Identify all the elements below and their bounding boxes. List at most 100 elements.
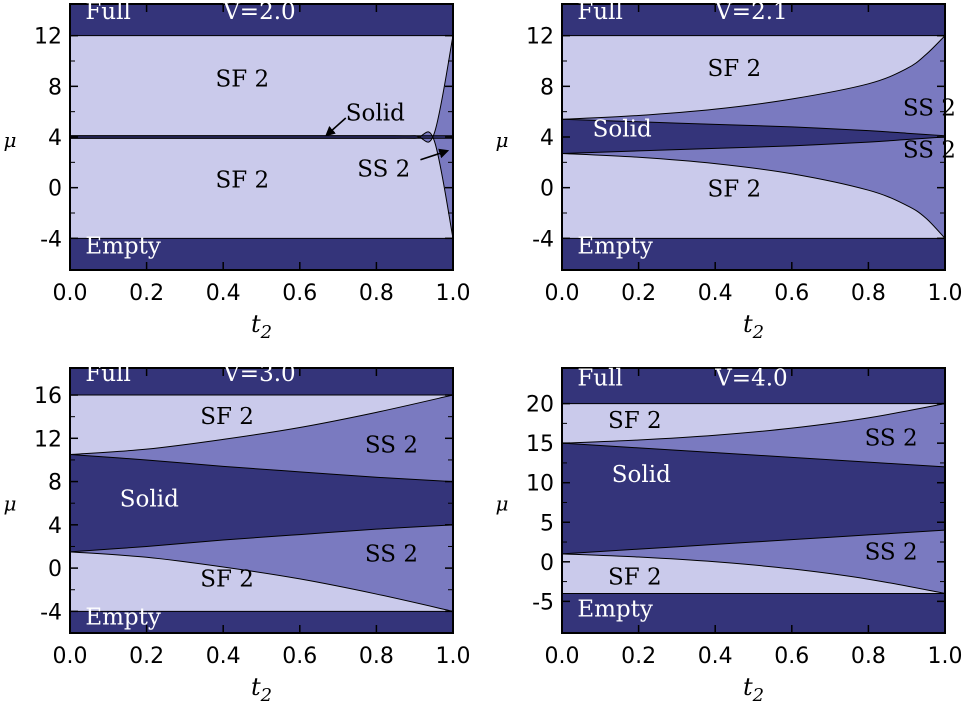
x-axis-label: t2 xyxy=(251,673,272,702)
solid-region-label: Solid xyxy=(346,101,405,127)
phase-panel: 0.0 0.2 0.4 0.6 0.8 1.0 -4 0 4 8 12 t2 μ Full Empty SF … xyxy=(4,0,471,343)
y-axis-label: μ xyxy=(496,128,509,152)
superfluid-lower-label: SF 2 xyxy=(608,565,662,591)
superfluid-upper-label: SF 2 xyxy=(608,408,662,434)
solid-annotation-arrow xyxy=(325,117,347,137)
region-supersolid-lower xyxy=(562,530,945,594)
x-tick-label: 1.0 xyxy=(928,644,963,669)
x-tick-label: 0.4 xyxy=(698,644,733,669)
phase-boundary-line xyxy=(562,553,945,594)
supersolid-annotation-arrow xyxy=(420,148,450,161)
x-axis-label: t2 xyxy=(743,310,764,343)
superfluid-upper-label: SF 2 xyxy=(200,404,254,430)
y-tick-label: -5 xyxy=(532,590,554,615)
region-solid xyxy=(562,443,945,554)
x-tick-label: 0.2 xyxy=(621,644,656,669)
x-tick-label: 0.0 xyxy=(53,644,88,669)
panel-title: V=4.0 xyxy=(714,365,787,391)
region-supersolid-lower xyxy=(562,137,945,239)
plot-area xyxy=(70,368,453,633)
x-tick-label: 1.0 xyxy=(436,281,471,306)
y-tick-label: 12 xyxy=(34,427,62,452)
full-region-label: Full xyxy=(85,0,130,25)
x-tick-label: 0.6 xyxy=(282,644,317,669)
superfluid-lower-label: SF 2 xyxy=(708,177,762,203)
superfluid-upper-label: SF 2 xyxy=(216,66,270,92)
phase-panel: 0.0 0.2 0.4 0.6 0.8 1.0 -5 0 5 10 15 20 t2 μ Full Empty… xyxy=(496,365,963,702)
region-solid xyxy=(70,454,453,552)
axes-frame xyxy=(561,367,946,634)
y-tick-label: -4 xyxy=(532,227,554,252)
phase-boundary-line xyxy=(562,442,945,468)
y-tick-label: 20 xyxy=(526,393,554,418)
y-tick-label: 12 xyxy=(34,25,62,50)
x-tick-label: 0.6 xyxy=(774,281,809,306)
region-supersolid-upper xyxy=(562,403,945,467)
phase-boundary-line xyxy=(562,152,945,239)
x-tick-label: 0.8 xyxy=(851,644,886,669)
phase-boundary-line xyxy=(562,529,945,555)
x-axis-label: t2 xyxy=(251,310,272,343)
solid-region-label: Solid xyxy=(612,462,671,488)
x-tick-label: 1.0 xyxy=(928,281,963,306)
x-tick-label: 0.6 xyxy=(774,644,809,669)
y-tick-label: 0 xyxy=(48,557,62,582)
phase-boundary-line xyxy=(562,403,945,444)
panel-title: V=2.1 xyxy=(714,0,787,25)
x-tick-label: 0.2 xyxy=(129,644,164,669)
y-tick-label: 0 xyxy=(48,177,62,202)
x-tick-label: 1.0 xyxy=(436,644,471,669)
superfluid-upper-label: SF 2 xyxy=(708,56,762,82)
superfluid-lower-label: SF 2 xyxy=(216,168,270,194)
supersolid-lower-label: SS 2 xyxy=(865,539,918,565)
plot-area xyxy=(562,4,945,270)
empty-region-label: Empty xyxy=(577,596,653,622)
panel-title: V=3.0 xyxy=(222,361,295,387)
x-tick-label: 0.8 xyxy=(851,281,886,306)
x-tick-label: 0.2 xyxy=(129,281,164,306)
plot-area xyxy=(562,368,945,633)
y-tick-label: 8 xyxy=(48,75,62,100)
y-tick-label: 15 xyxy=(526,432,554,457)
x-tick-label: 0.4 xyxy=(206,281,241,306)
phase-boundary-line xyxy=(562,35,945,120)
region-supersolid-upper xyxy=(562,35,945,136)
empty-region-label: Empty xyxy=(577,234,653,260)
supersolid-upper-label: SS 2 xyxy=(865,426,918,452)
phase-boundary-line xyxy=(70,524,453,553)
x-tick-label: 0.6 xyxy=(282,281,317,306)
full-region-label: Full xyxy=(85,361,130,387)
y-tick-label: 0 xyxy=(540,177,554,202)
x-tick-label: 0.0 xyxy=(545,281,580,306)
y-tick-label: -4 xyxy=(40,227,62,252)
x-tick-label: 0.0 xyxy=(545,644,580,669)
y-tick-label: -4 xyxy=(40,600,62,625)
y-axis-label: μ xyxy=(4,492,17,516)
x-tick-label: 0.8 xyxy=(359,281,394,306)
region-solid xyxy=(70,135,453,139)
supersolid-lower-label: SS 2 xyxy=(365,542,418,568)
phase-boundary-line xyxy=(70,131,453,239)
empty-region-label: Empty xyxy=(85,604,161,630)
y-tick-label: 4 xyxy=(48,126,62,151)
phase-boundary-line xyxy=(70,551,453,612)
x-tick-label: 0.0 xyxy=(53,281,88,306)
plot-area xyxy=(70,4,453,270)
y-tick-label: 12 xyxy=(526,25,554,50)
full-region-label: Full xyxy=(577,0,622,25)
y-tick-label: 8 xyxy=(540,75,554,100)
y-tick-label: 5 xyxy=(540,511,554,536)
x-tick-label: 0.4 xyxy=(698,281,733,306)
empty-region-label: Empty xyxy=(85,234,161,260)
y-axis-label: μ xyxy=(496,492,509,516)
supersolid-upper-label: SS 2 xyxy=(903,95,956,121)
panel-title: V=2.0 xyxy=(222,0,295,25)
y-tick-label: 16 xyxy=(34,384,62,409)
y-tick-label: 4 xyxy=(48,514,62,539)
phase-boundary-line xyxy=(562,136,945,154)
x-tick-label: 0.8 xyxy=(359,644,394,669)
region-solid xyxy=(562,119,945,154)
phase-boundary-line xyxy=(70,394,453,456)
full-region-label: Full xyxy=(577,365,622,391)
